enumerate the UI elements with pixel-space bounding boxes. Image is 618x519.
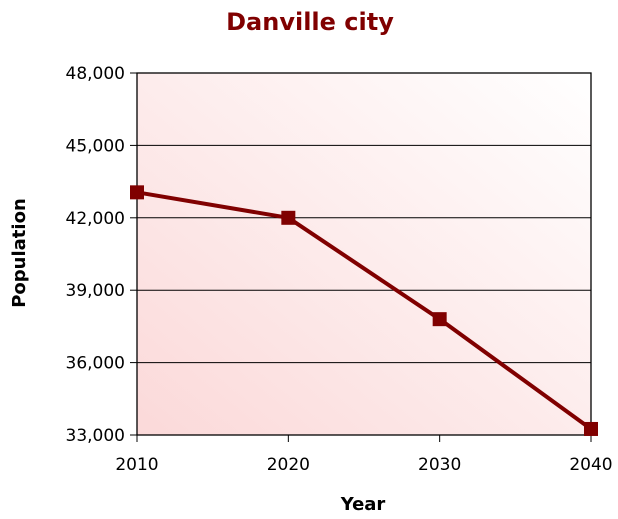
- series-line: [136, 190, 593, 431]
- data-point-marker: [130, 185, 144, 200]
- chart-title: Danville city: [226, 8, 394, 36]
- series-group: [130, 185, 598, 436]
- x-tick-label: 2030: [418, 455, 461, 475]
- y-tick-label: 42,000: [66, 209, 125, 229]
- x-tick-label: 2020: [267, 455, 310, 475]
- data-point-marker: [584, 421, 598, 436]
- y-tick-label: 39,000: [66, 281, 125, 301]
- y-tick-label: 36,000: [66, 354, 125, 374]
- y-axis-ticks: 33,000 36,000 39,000 42,000 45,000 48,000: [66, 64, 137, 446]
- y-tick-label: 33,000: [66, 426, 125, 446]
- x-tick-label: 2010: [115, 455, 158, 475]
- y-axis-title: Population: [9, 198, 30, 308]
- x-axis-ticks: 2010 2020 2030 2040: [115, 435, 613, 475]
- y-tick-label: 45,000: [66, 136, 125, 156]
- x-tick-label: 2040: [569, 455, 612, 475]
- data-point-marker: [432, 312, 447, 327]
- x-axis-title: Year: [340, 494, 386, 515]
- y-tick-label: 48,000: [66, 64, 125, 84]
- plot-frame: [136, 72, 592, 436]
- data-point-marker: [281, 210, 296, 225]
